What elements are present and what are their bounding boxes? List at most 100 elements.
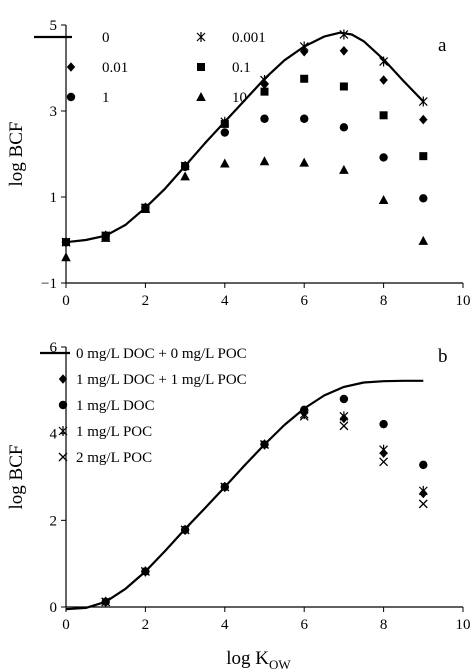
y-tick-label: 2 — [50, 513, 58, 529]
legend-label: 0.1 — [232, 60, 251, 76]
x-axis-label: log KOW — [226, 648, 291, 669]
x-tick-label: 6 — [300, 293, 308, 309]
legend: 0 mg/L DOC + 0 mg/L POC 1 mg/L DOC + 1 mg… — [40, 346, 247, 466]
data-point — [339, 164, 349, 174]
data-point — [419, 460, 428, 470]
y-tick-label: 1 — [50, 190, 58, 206]
data-point — [220, 158, 230, 168]
data-point — [379, 419, 388, 429]
x-tick-label: 10 — [456, 617, 471, 633]
legend-marker — [58, 426, 68, 436]
x-tick-label: 6 — [300, 617, 308, 633]
data-point — [418, 485, 428, 496]
data-point — [299, 411, 309, 421]
y-tick-label: 6 — [50, 340, 58, 356]
data-point — [418, 235, 429, 245]
data-point — [418, 499, 428, 509]
data-point — [100, 232, 111, 242]
data-point — [379, 56, 389, 67]
legend-label: 0.01 — [102, 60, 128, 76]
x-tick-label: 0 — [62, 293, 70, 309]
data-point — [140, 567, 150, 576]
legend-marker — [58, 452, 68, 462]
data-point — [300, 114, 309, 123]
data-point — [379, 444, 389, 455]
y-tick-label: −1 — [41, 276, 57, 292]
x-tick-label: 2 — [142, 293, 150, 309]
data-point — [220, 482, 230, 492]
y-tick-label: 0 — [50, 600, 58, 616]
y-tick-label: 3 — [50, 104, 58, 120]
data-point — [339, 411, 349, 422]
data-point — [379, 111, 388, 120]
legend-label: 1 mg/L POC — [76, 424, 152, 440]
data-point — [61, 252, 71, 262]
legend-label: 0 mg/L DOC + 0 mg/L POC — [76, 346, 247, 362]
y-tick-label: 5 — [50, 18, 58, 34]
legend-label: 2 mg/L POC — [76, 450, 152, 466]
data-point — [220, 119, 229, 128]
x-tick-label: 8 — [380, 293, 388, 309]
data-point — [260, 440, 269, 449]
data-point — [259, 156, 270, 166]
data-point — [220, 128, 229, 137]
data-point — [299, 157, 309, 167]
y-axis-label: log BCF — [6, 122, 27, 187]
data-point — [300, 46, 309, 57]
legend-label: 0.001 — [232, 30, 266, 46]
data-point — [378, 195, 389, 205]
data-point — [339, 82, 348, 91]
data-point — [299, 409, 309, 420]
data-point — [260, 79, 269, 90]
legend: 0 0.001 0.01 0.1 1 10 — [34, 30, 266, 106]
data-point — [379, 75, 388, 85]
data-point — [300, 74, 309, 83]
legend-label: 1 — [102, 90, 110, 106]
legend-marker — [58, 400, 68, 410]
panel-letter: a — [438, 35, 447, 56]
data-point — [419, 152, 428, 161]
data-point — [339, 123, 349, 132]
legend-marker — [197, 63, 205, 71]
legend-label: 1 mg/L DOC + 1 mg/L POC — [76, 372, 247, 388]
data-point — [419, 194, 428, 203]
data-point — [140, 204, 151, 214]
panel-letter: b — [438, 346, 448, 367]
legend-label: 10 — [232, 90, 247, 106]
data-point — [339, 29, 349, 40]
data-point — [260, 114, 269, 123]
chart-panel-a: 0 2 4 6 8 10 −1 1 3 5 log BCF a 0 0.001 0.01 0.1 1 10 — [6, 18, 471, 309]
data-point — [260, 87, 269, 96]
data-point — [418, 96, 428, 107]
x-tick-label: 4 — [221, 617, 229, 633]
series-line — [65, 31, 425, 244]
x-tick-label: 10 — [456, 293, 471, 309]
data-point — [419, 114, 428, 125]
data-point — [339, 421, 349, 431]
data-point — [180, 162, 190, 172]
x-tick-label: 8 — [380, 617, 388, 633]
data-point — [180, 171, 190, 181]
data-point — [379, 153, 388, 162]
legend-marker — [66, 62, 76, 72]
legend-label: 1 mg/L DOC — [76, 398, 155, 414]
data-point — [61, 237, 71, 247]
chart-panel-b: 0 2 4 6 8 10 0 2 4 6 log BCF log KOW b 0 mg/L DOC + 0… — [6, 340, 471, 669]
data-point — [339, 394, 349, 404]
x-tick-label: 2 — [142, 617, 150, 633]
series-line — [65, 379, 424, 611]
data-point — [180, 525, 190, 535]
legend-label: 0 — [102, 30, 110, 46]
x-tick-label: 4 — [221, 293, 229, 309]
legend-marker — [66, 92, 76, 102]
data-point — [101, 597, 111, 607]
y-tick-label: 4 — [50, 427, 58, 443]
legend-marker — [196, 92, 206, 101]
legend-marker — [58, 374, 68, 384]
legend-marker — [196, 32, 206, 42]
x-tick-label: 0 — [62, 617, 70, 633]
data-point — [379, 457, 389, 467]
y-axis-label: log BCF — [6, 445, 27, 510]
data-point — [339, 46, 349, 56]
